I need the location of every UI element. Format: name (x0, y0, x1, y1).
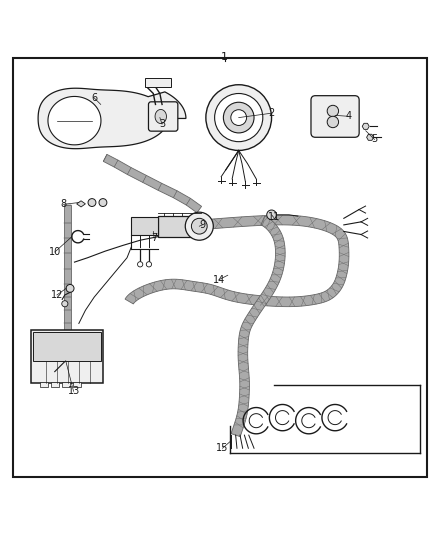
Circle shape (327, 116, 339, 128)
Circle shape (99, 199, 107, 206)
Circle shape (267, 210, 276, 220)
Bar (51, 382, 59, 387)
Text: 14: 14 (213, 274, 225, 285)
Circle shape (215, 93, 263, 142)
Bar (31, 330, 103, 383)
Polygon shape (103, 155, 201, 213)
Text: 12: 12 (51, 290, 63, 300)
Polygon shape (155, 109, 166, 124)
Circle shape (191, 219, 207, 234)
Circle shape (138, 262, 143, 267)
Circle shape (88, 199, 96, 206)
Bar (40, 382, 48, 387)
Polygon shape (64, 205, 71, 348)
Text: 5: 5 (371, 134, 378, 144)
Bar (33, 332, 101, 361)
Text: 6: 6 (91, 93, 97, 103)
Text: 1: 1 (221, 52, 228, 62)
Bar (131, 217, 158, 235)
Circle shape (62, 301, 68, 307)
Bar (73, 382, 81, 387)
Bar (158, 216, 199, 237)
Text: 10: 10 (49, 247, 61, 257)
Polygon shape (362, 123, 369, 130)
Text: 2: 2 (268, 108, 275, 118)
Text: 4: 4 (345, 111, 351, 122)
Circle shape (206, 85, 272, 150)
Text: 9: 9 (199, 220, 205, 230)
Circle shape (231, 110, 247, 125)
Polygon shape (77, 201, 85, 207)
Polygon shape (38, 88, 186, 149)
Polygon shape (231, 216, 285, 437)
Bar (145, 78, 171, 87)
Circle shape (327, 106, 339, 117)
Text: 3: 3 (159, 119, 165, 129)
Circle shape (146, 262, 152, 267)
Text: 11: 11 (268, 213, 280, 222)
Bar (62, 382, 70, 387)
Polygon shape (48, 96, 101, 145)
FancyBboxPatch shape (311, 96, 359, 138)
Polygon shape (125, 215, 349, 306)
FancyBboxPatch shape (148, 102, 178, 131)
Circle shape (223, 102, 254, 133)
Text: 15: 15 (216, 443, 229, 453)
Polygon shape (367, 134, 374, 140)
Text: 13: 13 (67, 386, 80, 397)
Text: 8: 8 (60, 199, 67, 209)
Circle shape (185, 212, 213, 240)
Text: 7: 7 (151, 233, 157, 243)
Circle shape (66, 285, 74, 292)
